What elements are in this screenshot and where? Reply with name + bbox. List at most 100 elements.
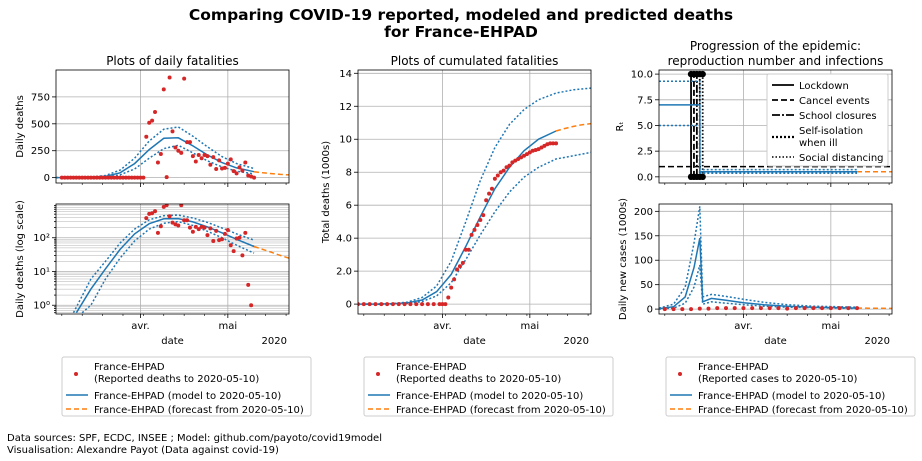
reported-point [478, 218, 483, 223]
reported-point [88, 175, 93, 180]
y-tick-label: 150 [634, 231, 653, 242]
reported-point [153, 209, 158, 214]
reported-point [481, 213, 486, 218]
y-tick-label: 8 [346, 168, 352, 179]
y-tick-label: 0 [44, 173, 50, 184]
reported-point [527, 150, 532, 155]
reported-point [193, 159, 198, 164]
interventions-legend: Lockdown Cancel events School closures S… [766, 73, 889, 167]
legend-swatch-reported [678, 372, 682, 376]
legend-swatch-reported [74, 372, 78, 376]
reported-point [793, 306, 798, 311]
reported-point [758, 306, 763, 311]
reported-point [193, 224, 198, 229]
reported-point [129, 175, 134, 180]
reported-point [243, 230, 248, 235]
plot-area [56, 75, 289, 180]
y-tick-label: 2.0 [336, 267, 352, 278]
model-upper-bound [72, 214, 255, 314]
model-line [75, 217, 255, 314]
sources-line2: Visualisation: Alexandre Payot (Data aga… [7, 445, 279, 456]
reported-point [492, 176, 497, 181]
reported-point [234, 171, 239, 176]
reported-point [100, 175, 105, 180]
reported-point [750, 306, 755, 311]
reported-point [185, 140, 190, 145]
reported-point [455, 267, 460, 272]
legend-label-cancel-events: Cancel events [799, 96, 870, 107]
forecast-line [253, 170, 289, 176]
reported-point [155, 160, 160, 165]
reported-point [522, 153, 527, 158]
y-tick-label: 5.0 [637, 121, 653, 132]
x-tick-label: avr. [433, 321, 451, 332]
reported-point [222, 165, 227, 170]
reported-point [820, 306, 825, 311]
reported-point [103, 175, 108, 180]
reported-point [109, 175, 114, 180]
reported-point [74, 175, 79, 180]
reported-point [715, 306, 720, 311]
reported-point [123, 175, 128, 180]
reported-point [115, 175, 120, 180]
axes-frame [357, 69, 592, 315]
reported-point [153, 109, 158, 114]
y-axis-label: Daily deaths (log scale) [15, 200, 26, 318]
reported-point [144, 134, 149, 139]
legend-label-self-isolation: Self-isolation when ill [799, 126, 863, 149]
reported-point [846, 306, 851, 311]
reproduction-number-chart: 0.0 2.5 5.0 7.5 10.0 Progression of the epide… [615, 39, 893, 187]
intervention-marker-top [699, 70, 706, 78]
reported-point [460, 260, 465, 265]
reported-point [457, 264, 462, 269]
model-line [56, 137, 255, 179]
plot-area [659, 206, 892, 312]
reported-point [440, 302, 445, 307]
reported-point [68, 175, 73, 180]
y-tick-label: 100 [634, 256, 653, 267]
legend-frame [766, 73, 889, 167]
reported-point [161, 87, 166, 92]
reported-point [373, 302, 378, 307]
figure-title-line2: for France-EHPAD [384, 23, 538, 41]
legend-reported-line1: France-EHPAD [698, 362, 769, 373]
reported-point [164, 175, 169, 180]
reported-point [187, 225, 192, 230]
reported-point [97, 175, 102, 180]
reported-point [741, 306, 746, 311]
reported-point [680, 307, 685, 312]
forecast-line [253, 245, 289, 259]
model-line [659, 238, 858, 310]
reported-point [504, 165, 509, 170]
legend-reported-line2: (Reported deaths to 2020-05-10) [396, 374, 561, 385]
axes-frame [658, 203, 893, 315]
reported-point [187, 140, 192, 145]
reported-point [396, 302, 401, 307]
reported-point [214, 228, 219, 233]
reported-point [62, 175, 67, 180]
reported-point [202, 225, 207, 230]
reported-point [83, 175, 88, 180]
reported-point [225, 161, 230, 166]
x-tick-label: avr. [131, 321, 149, 332]
reported-point [237, 165, 242, 170]
reported-point [548, 141, 553, 146]
legend-label-lockdown: Lockdown [799, 81, 849, 92]
reported-point [126, 175, 131, 180]
reported-point [144, 216, 149, 221]
reported-point [524, 152, 529, 157]
reported-point [80, 175, 85, 180]
x-axis-label: date [764, 336, 787, 347]
y-tick-label: 12 [339, 102, 352, 113]
reported-point [167, 75, 172, 80]
reported-point [802, 306, 807, 311]
reported-point [425, 302, 430, 307]
reported-point [723, 306, 728, 311]
reported-point [208, 226, 213, 231]
reported-point [539, 145, 544, 150]
model-upper-bound [659, 206, 858, 309]
reported-point [211, 239, 216, 244]
model-lower-bound [358, 151, 591, 305]
model-upper-bound [358, 87, 591, 305]
reported-point [811, 306, 816, 311]
